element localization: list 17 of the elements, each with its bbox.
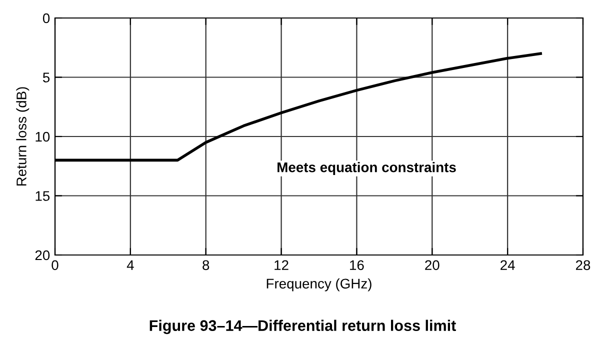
x-tick-label: 28 <box>576 260 590 270</box>
x-tick-label: 20 <box>425 260 440 270</box>
y-tick-label: 10 <box>36 132 50 142</box>
y-tick-label: 5 <box>42 72 50 82</box>
x-tick-label: 8 <box>202 260 210 270</box>
annotation: Meets equation constraints <box>278 162 456 175</box>
x-tick-label: 12 <box>274 260 288 270</box>
x-tick-label: 24 <box>500 260 515 270</box>
y-tick-label: 0 <box>42 13 50 24</box>
x-tick-label: 4 <box>126 260 134 270</box>
y-tick-label: 20 <box>35 250 50 260</box>
text: Figure 93–14—Differential return loss limit <box>150 320 456 334</box>
x-tick-label: 16 <box>350 260 364 270</box>
x-tick-label: 0 <box>52 260 58 270</box>
x-axis-title: Frequency (GHz) <box>266 278 372 292</box>
y-axis-title: Return loss (dB) <box>16 87 30 186</box>
y-tick-label: 15 <box>36 191 50 201</box>
